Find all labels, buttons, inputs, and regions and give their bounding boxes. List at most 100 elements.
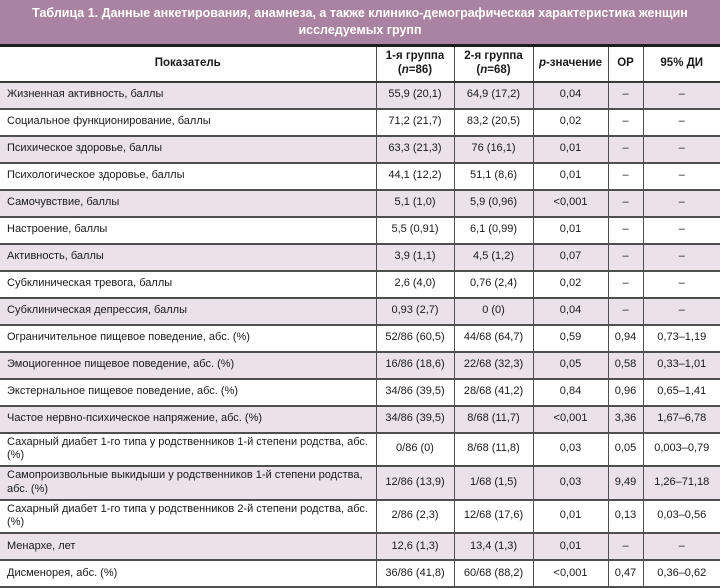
group2-value-cell: 4,5 (1,2) [453, 242, 533, 271]
p-value-cell: 0,01 [532, 215, 608, 244]
col-header-or-label: ОР [617, 56, 634, 69]
p-value-cell: 0,01 [532, 498, 608, 534]
col-header-or: ОР [607, 43, 643, 83]
p-value-cell: <0,001 [532, 559, 608, 588]
or-value-cell: – [607, 188, 643, 217]
group1-value-cell: 3,9 (1,1) [375, 242, 454, 271]
or-value-cell: – [607, 161, 643, 190]
ci-value-cell: – [642, 532, 720, 561]
group2-value-cell: 5,9 (0,96) [453, 188, 533, 217]
indicator-cell: Эмоциогенное пищевое поведение, абс. (%) [0, 350, 376, 379]
table-row: Дисменорея, абс. (%) 36/86 (41,8) 60/68 (8… [0, 559, 720, 588]
or-value-cell: 3,36 [607, 404, 643, 433]
ci-value-cell: 1,26–71,18 [642, 465, 720, 500]
indicator-cell: Экстернальное пищевое поведение, абс. (%… [0, 377, 376, 406]
group2-value-cell: 83,2 (20,5) [453, 107, 533, 136]
p-value-cell: 0,01 [532, 161, 608, 190]
table-row: Настроение, баллы 5,5 (0,91) 6,1 (0,99) 0,0… [0, 215, 720, 244]
indicator-cell: Менархе, лет [0, 532, 376, 561]
p-value-cell: 0,07 [532, 242, 608, 271]
col-header-p-value: p-значение [532, 43, 608, 83]
group2-value-cell: 76 (16,1) [453, 134, 533, 163]
table-row: Активность, баллы 3,9 (1,1) 4,5 (1,2) 0,07–… [0, 242, 720, 271]
indicator-cell: Ограничительное пищевое поведение, абс. … [0, 323, 376, 352]
or-value-cell: – [607, 532, 643, 561]
or-value-cell: 0,05 [607, 431, 643, 467]
indicator-cell: Жизненная активность, баллы [7, 88, 164, 101]
p-value-cell: 0,04 [532, 296, 608, 325]
table-row: Субклиническая депрессия, баллы 0,93 (2,7… [0, 296, 720, 325]
group2-value-cell: 12/68 (17,6) [453, 498, 533, 534]
group1-value-cell: 34/86 (39,5) [375, 404, 454, 433]
group2-value-cell: 64,9 (17,2) [453, 81, 533, 109]
group1-value-cell: 0,93 (2,7) [375, 296, 454, 325]
group2-value-cell: 8/68 (11,7) [453, 404, 533, 433]
p-value-cell: 0,84 [532, 377, 608, 406]
p-value-cell: 0,02 [532, 269, 608, 298]
or-value-cell: 0,47 [607, 559, 643, 588]
col-header-group1: 1-я группа (n=86) [375, 43, 454, 83]
ci-value-cell: – [642, 296, 720, 325]
table-body: Жизненная активность, баллы 55,9 (20,1) 64… [0, 81, 720, 588]
ci-value-cell: 0,73–1,19 [642, 323, 720, 352]
group2-value-cell: 44/68 (64,7) [453, 323, 533, 352]
indicator-cell: Сахарный диабет 1-го типа у родственнико… [0, 431, 376, 467]
table-title: Таблица 1. Данные анкетирования, анамнез… [0, 0, 720, 44]
ci-value-cell: 1,67–6,78 [642, 404, 720, 433]
table-row: Ограничительное пищевое поведение, абс. … [0, 323, 720, 352]
table-row: Экстернальное пищевое поведение, абс. (%… [0, 377, 720, 406]
group2-value-cell: 1/68 (1,5) [453, 465, 533, 500]
ci-value-cell: 0,36–0,62 [642, 559, 720, 588]
p-value-cell: <0,001 [532, 188, 608, 217]
or-value-cell: 0,13 [607, 498, 643, 534]
group1-value-cell: 55,9 (20,1) [375, 81, 454, 109]
group2-value-cell: 22/68 (32,3) [453, 350, 533, 379]
table-header: Показатель 1-я группа (n=86) 2-я группа … [0, 43, 720, 83]
table-row: Сахарный диабет 1-го типа у родственнико… [0, 431, 720, 467]
or-value-cell: 0,94 [607, 323, 643, 352]
indicator-cell: Настроение, баллы [0, 215, 376, 244]
study-data-table: Показатель 1-я группа (n=86) 2-я группа … [0, 43, 720, 588]
group1-value-cell: 5,5 (0,91) [375, 215, 454, 244]
table-row: Субклиническая тревога, баллы 2,6 (4,0) 0,… [0, 269, 720, 298]
or-value-cell: 9,49 [607, 465, 643, 500]
ci-value-cell: – [642, 242, 720, 271]
table-row: Самочувствие, баллы 5,1 (1,0) 5,9 (0,96) <0… [0, 188, 720, 217]
ci-value-cell: – [642, 107, 720, 136]
group2-value-cell: 28/68 (41,2) [453, 377, 533, 406]
or-value-cell: 0,58 [607, 350, 643, 379]
group1-value-cell: 71,2 (21,7) [375, 107, 454, 136]
indicator-cell: Субклиническая депрессия, баллы [0, 296, 376, 325]
ci-value-cell: – [642, 188, 720, 217]
table-row: Жизненная активность, баллы 55,9 (20,1) 64… [0, 81, 720, 109]
or-value-cell: – [607, 269, 643, 298]
indicator-cell: Психологическое здоровье, баллы [0, 161, 376, 190]
group2-value-cell: 0 (0) [453, 296, 533, 325]
ci-value-cell: – [642, 81, 720, 109]
group1-value-cell: 16/86 (18,6) [375, 350, 454, 379]
table-row: Самопроизвольные выкидыши у родственнико… [0, 465, 720, 500]
p-value-cell: 0,02 [532, 107, 608, 136]
group1-value-cell: 12/86 (13,9) [375, 465, 454, 500]
group1-value-cell: 44,1 (12,2) [375, 161, 454, 190]
indicator-cell: Психическое здоровье, баллы [0, 134, 376, 163]
ci-value-cell: 0,003–0,79 [642, 431, 720, 467]
p-value-cell: 0,03 [532, 465, 608, 500]
ci-value-cell: – [642, 134, 720, 163]
indicator-cell: Частое нервно-психическое напряжение, аб… [0, 404, 376, 433]
indicator-cell: Активность, баллы [0, 242, 376, 271]
p-value-cell: 0,03 [532, 431, 608, 467]
p-value-cell: <0,001 [532, 404, 608, 433]
or-value-cell: – [607, 242, 643, 271]
group1-value-cell: 52/86 (60,5) [375, 323, 454, 352]
p-value-cell: 0,01 [532, 532, 608, 561]
col-header-indicator-label: Показатель [154, 56, 221, 69]
group1-value-cell: 63,3 (21,3) [375, 134, 454, 163]
ci-value-cell: – [642, 269, 720, 298]
col-header-indicator: Показатель [0, 43, 376, 83]
group2-value-cell: 0,76 (2,4) [453, 269, 533, 298]
ci-value-cell: – [642, 215, 720, 244]
table-row: Психическое здоровье, баллы 63,3 (21,3) 76… [0, 134, 720, 163]
or-value-cell: – [607, 134, 643, 163]
group2-n: (n=68) [476, 63, 511, 76]
